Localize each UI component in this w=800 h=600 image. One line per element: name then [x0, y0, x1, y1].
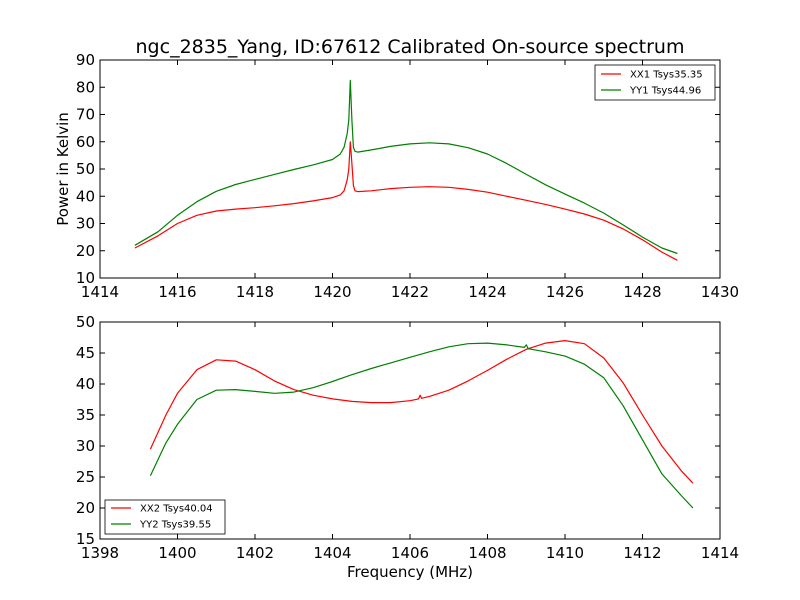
top-x-tick-label: 1418 [236, 283, 274, 301]
bottom-legend-label-yy2: YY2 Tsys39.55 [139, 520, 211, 531]
bottom-legend-label-xx2: XX2 Tsys40.04 [140, 504, 213, 515]
top-y-tick-label: 50 [76, 160, 95, 178]
top-x-tick-label: 1430 [701, 283, 739, 301]
top-y-tick-label: 20 [76, 242, 95, 260]
top-series-line-0 [134, 141, 678, 261]
bottom-plot-area: 1398 1400 1402 1404 1406 1408 1410 1412 1414 15 20… [76, 313, 739, 562]
top-legend-label-yy1: YY1 Tsys44.96 [629, 86, 701, 97]
top-plot-area: 1414 1416 1418 1420 1422 1424 1426 1428 1430 10 20… [76, 51, 739, 301]
bottom-panel: 1398 1400 1402 1404 1406 1408 1410 1412 1414 15 20… [76, 313, 739, 581]
top-y-tick-label: 60 [76, 133, 95, 151]
top-chart-title: ngc_2835_Yang, ID:67612 Calibrated On-so… [136, 36, 685, 58]
bottom-x-tick-label: 1410 [546, 544, 584, 562]
top-panel: ngc_2835_Yang, ID:67612 Calibrated On-so… [54, 36, 739, 301]
bottom-x-tick-label: 1398 [81, 544, 119, 562]
bottom-y-tick-label: 25 [76, 468, 95, 486]
bottom-y-tick-label: 50 [76, 313, 95, 331]
bottom-y-tick-label: 45 [76, 344, 95, 362]
bottom-legend-box [104, 499, 226, 535]
top-x-tick-label: 1420 [313, 283, 351, 301]
top-legend-label-xx1: XX1 Tsys35.35 [630, 70, 703, 81]
top-x-tick-label: 1422 [391, 283, 429, 301]
top-y-tick-label: 10 [76, 269, 95, 287]
top-y-axis-label: Power in Kelvin [54, 112, 72, 226]
bottom-axes-frame [99, 321, 721, 540]
top-x-tick-label: 1416 [158, 283, 196, 301]
bottom-y-tick-label: 20 [76, 499, 95, 517]
top-y-tick-label: 90 [76, 51, 95, 69]
bottom-y-tick-label: 30 [76, 437, 95, 455]
bottom-x-tick-label: 1406 [391, 544, 429, 562]
bottom-x-tick-label: 1400 [158, 544, 196, 562]
top-y-tick-label: 80 [76, 78, 95, 96]
top-legend: XX1 Tsys35.35 YY1 Tsys44.96 [594, 64, 716, 101]
bottom-x-tick-label: 1408 [468, 544, 506, 562]
bottom-series-line-0 [149, 340, 694, 484]
top-x-tick-label: 1414 [81, 283, 119, 301]
bottom-x-tick-label: 1414 [701, 544, 739, 562]
top-x-tick-label: 1426 [546, 283, 584, 301]
bottom-y-tick-label: 15 [76, 530, 95, 548]
top-series-line-1 [134, 79, 678, 255]
bottom-x-tick-label: 1412 [623, 544, 661, 562]
bottom-legend: XX2 Tsys40.04 YY2 Tsys39.55 [104, 499, 226, 535]
top-axes-frame [99, 59, 721, 279]
top-legend-box [594, 64, 716, 101]
top-y-tick-label: 30 [76, 215, 95, 233]
bottom-series-line-1 [149, 342, 694, 509]
top-x-tick-label: 1428 [623, 283, 661, 301]
bottom-x-tick-label: 1402 [236, 544, 274, 562]
top-x-tick-label: 1424 [468, 283, 506, 301]
top-y-tick-label: 40 [76, 187, 95, 205]
bottom-y-tick-label: 40 [76, 375, 95, 393]
bottom-x-axis-label: Frequency (MHz) [347, 563, 473, 581]
bottom-y-tick-label: 35 [76, 406, 95, 424]
bottom-x-tick-label: 1404 [313, 544, 351, 562]
top-y-tick-label: 70 [76, 106, 95, 124]
